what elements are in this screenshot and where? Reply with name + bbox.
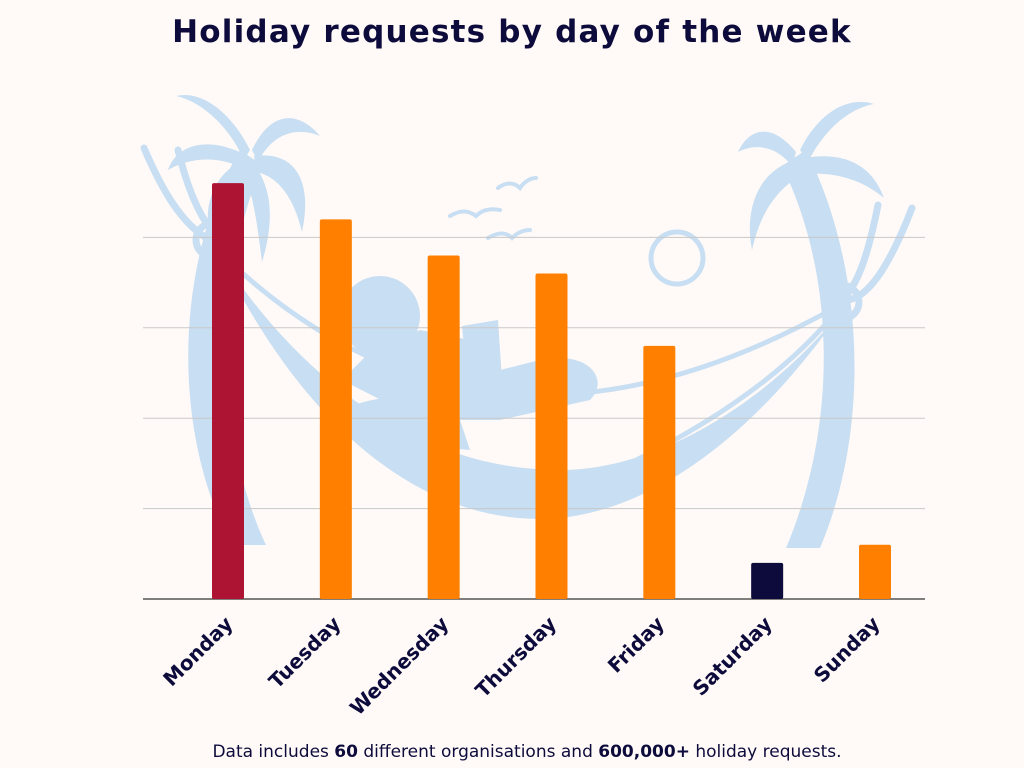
bar-saturday [751, 562, 784, 599]
hammock-body [220, 255, 842, 519]
x-tick-labels: Monday Tuesday Wednesday Thursday Friday Satu… [158, 612, 884, 720]
gridlines [143, 236, 925, 510]
right-palm-trunk [782, 150, 855, 548]
footnote: Data includes 60 different organisations… [0, 742, 1024, 762]
footnote-requests: 600,000+ [598, 742, 690, 762]
footnote-suffix: holiday requests. [689, 742, 842, 762]
x-tick-label-monday: Monday [158, 612, 237, 691]
right-palm-fronds [738, 101, 884, 268]
bar-sunday [859, 544, 891, 599]
x-tick-label-friday: Friday [603, 612, 669, 678]
bar-tuesday [319, 219, 352, 599]
x-tick-label-thursday: Thursday [470, 612, 561, 703]
x-tick-label-sunday: Sunday [809, 612, 885, 688]
birds-icon [448, 176, 538, 241]
x-tick-label-tuesday: Tuesday [264, 612, 346, 694]
bar-wednesday [427, 255, 460, 600]
bars [212, 183, 891, 600]
palm-trees-hammock-illustration [140, 94, 916, 548]
bar-chart: Monday Tuesday Wednesday Thursday Friday Satu… [140, 94, 925, 720]
footnote-orgs: 60 [334, 742, 358, 762]
bar-thursday [535, 273, 568, 599]
bar-friday [643, 345, 676, 599]
sun-icon [648, 229, 706, 287]
footnote-middle: different organisations and [357, 742, 599, 762]
x-tick-label-saturday: Saturday [688, 612, 777, 701]
x-tick-label-wednesday: Wednesday [345, 612, 453, 720]
bar-monday [212, 183, 244, 599]
footnote-prefix: Data includes [212, 742, 335, 762]
chart-title: Holiday requests by day of the week [172, 14, 852, 50]
